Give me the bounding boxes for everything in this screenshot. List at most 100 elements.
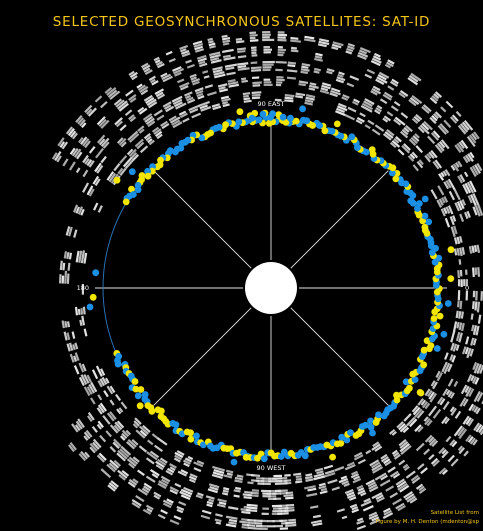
sat-id-label-glyph bbox=[195, 492, 204, 499]
sat-id-label-glyph bbox=[356, 47, 371, 60]
satellite-dot bbox=[299, 105, 306, 113]
label-0: 0 bbox=[465, 284, 469, 292]
sat-id-label-glyph bbox=[453, 247, 466, 257]
sat-id-label-glyph bbox=[375, 71, 390, 85]
sat-id-label-glyph bbox=[457, 269, 468, 279]
satellite-dot bbox=[148, 167, 156, 175]
sat-id-label-glyph bbox=[452, 321, 465, 332]
sat-id-label-glyph bbox=[448, 188, 461, 201]
sat-id-label-glyph bbox=[78, 136, 91, 149]
sat-id-label-glyph bbox=[196, 54, 208, 68]
sat-id-label-glyph bbox=[66, 342, 79, 352]
sat-id-label-glyph bbox=[346, 75, 360, 88]
satellite-dot bbox=[416, 200, 423, 207]
sat-id-label-glyph bbox=[424, 149, 438, 163]
sat-id-label-glyph bbox=[207, 37, 216, 49]
sat-id-label-glyph bbox=[290, 36, 301, 43]
sat-id-label-glyph bbox=[178, 110, 190, 123]
sat-id-label-glyph bbox=[225, 515, 238, 528]
satellite-dot bbox=[421, 195, 429, 203]
sat-id-label-glyph bbox=[471, 301, 481, 313]
sat-id-label-glyph bbox=[256, 477, 265, 485]
sat-id-label-glyph bbox=[185, 59, 195, 69]
satellite-dot bbox=[198, 134, 206, 142]
sat-id-label-glyph bbox=[428, 454, 440, 467]
sat-id-label-glyph bbox=[465, 336, 477, 346]
satellite-dot bbox=[447, 246, 455, 254]
sat-id-label-glyph bbox=[96, 116, 110, 129]
sat-id-label-glyph bbox=[393, 116, 406, 126]
sat-id-label-glyph bbox=[113, 98, 129, 112]
sat-id-label-glyph bbox=[429, 111, 442, 124]
longitude-labels: 90 EAST 90 WEST 0 180 bbox=[77, 100, 470, 472]
sat-id-label-glyph bbox=[428, 405, 442, 419]
sat-id-label-glyph bbox=[314, 52, 323, 62]
satellite-dot bbox=[388, 169, 396, 177]
sat-id-label-glyph bbox=[263, 45, 272, 54]
sat-id-label-glyph bbox=[96, 402, 107, 415]
sat-id-label-glyph bbox=[319, 82, 332, 95]
sat-id-label-glyph bbox=[116, 401, 128, 415]
sat-id-label-glyph bbox=[188, 473, 198, 484]
satellite-dot bbox=[148, 407, 156, 415]
sat-id-label-glyph bbox=[411, 405, 425, 419]
sat-id-label-glyph bbox=[177, 469, 189, 477]
sat-id-label-glyph bbox=[250, 46, 258, 57]
sat-id-label-glyph bbox=[214, 513, 223, 525]
sat-id-label-glyph bbox=[250, 61, 262, 72]
sat-id-label-glyph bbox=[103, 385, 116, 398]
sat-id-label-glyph bbox=[391, 449, 401, 460]
sat-id-label-glyph bbox=[407, 151, 419, 162]
label-90-west: 90 WEST bbox=[257, 464, 286, 472]
sat-id-label-glyph bbox=[241, 77, 248, 83]
sat-id-label-glyph bbox=[279, 519, 289, 530]
sat-id-label-glyph bbox=[334, 466, 345, 472]
satellite-dot bbox=[187, 429, 195, 437]
satellite-dot bbox=[444, 300, 452, 307]
sat-id-label-glyph bbox=[267, 519, 275, 528]
sat-id-label-glyph bbox=[429, 91, 443, 105]
sat-id-label-glyph bbox=[236, 47, 247, 59]
sat-id-label-glyph bbox=[90, 394, 103, 405]
sat-id-label-glyph bbox=[456, 300, 463, 310]
sat-id-label-glyph bbox=[277, 31, 288, 42]
sat-id-label-glyph bbox=[91, 420, 104, 433]
sat-id-label-glyph bbox=[356, 484, 367, 497]
sat-id-label-glyph bbox=[263, 78, 273, 87]
sat-id-label-glyph bbox=[423, 416, 433, 427]
sat-id-label-glyph bbox=[160, 72, 173, 83]
sat-id-label-glyph bbox=[445, 435, 458, 448]
satellite-dot bbox=[144, 172, 152, 180]
satellite-dot bbox=[134, 392, 142, 400]
sat-id-label-glyph bbox=[397, 143, 411, 156]
sat-id-label-glyph bbox=[106, 459, 121, 473]
sat-id-label-glyph bbox=[356, 517, 366, 531]
sat-id-label-glyph bbox=[293, 472, 303, 484]
sat-id-label-glyph bbox=[157, 475, 171, 490]
satellite-dot bbox=[131, 378, 139, 385]
sat-id-label-glyph bbox=[127, 478, 139, 488]
satellite-dot bbox=[367, 417, 374, 425]
sat-id-label-glyph bbox=[345, 42, 355, 55]
sat-id-label-glyph bbox=[91, 365, 106, 380]
sat-id-label-glyph bbox=[202, 70, 210, 79]
sat-id-label-glyph bbox=[371, 441, 383, 452]
sat-id-label-glyph bbox=[398, 459, 410, 472]
sat-id-label-glyph bbox=[440, 100, 454, 113]
sat-id-label-glyph bbox=[441, 416, 450, 425]
sat-id-label-glyph bbox=[380, 453, 392, 467]
sat-id-label-glyph bbox=[134, 138, 149, 154]
satellite-dot bbox=[392, 175, 400, 183]
sat-id-label-glyph bbox=[444, 352, 457, 363]
sat-id-label-glyph bbox=[360, 497, 374, 512]
sat-id-label-glyph bbox=[318, 482, 328, 495]
sat-id-label-glyph bbox=[179, 44, 191, 58]
sat-id-label-glyph bbox=[290, 46, 299, 53]
sat-id-label-glyph bbox=[171, 95, 187, 110]
sat-id-label-glyph bbox=[467, 193, 480, 207]
sat-id-label-glyph bbox=[440, 205, 454, 217]
sat-id-label-glyph bbox=[83, 381, 98, 397]
sat-id-label-glyph bbox=[459, 397, 469, 407]
sat-id-label-glyph bbox=[137, 469, 145, 477]
sat-id-label-glyph bbox=[382, 111, 394, 123]
